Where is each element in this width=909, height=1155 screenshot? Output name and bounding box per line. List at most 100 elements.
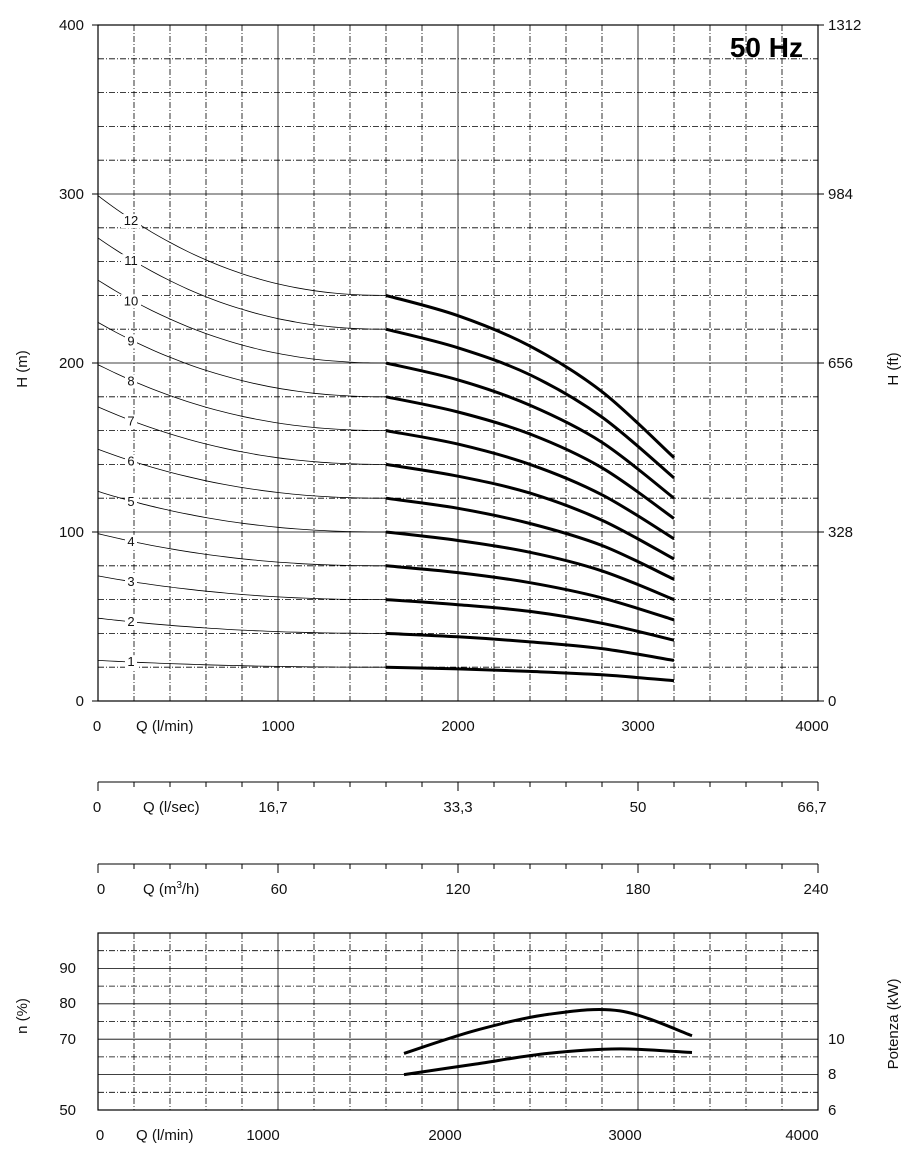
head-curve-label-3: 3 — [127, 574, 134, 589]
head-curve-4-extension — [97, 533, 387, 567]
head-curve-5-extension — [97, 491, 387, 533]
head-curve-label-bg — [125, 334, 137, 349]
m3h-tick-240: 240 — [803, 881, 828, 898]
power-y-tick-10: 10 — [828, 1031, 845, 1048]
lsec-tick-33-3: 33,3 — [443, 799, 472, 816]
head-curve-3 — [385, 598, 675, 642]
head-y-tick-300: 300 — [59, 186, 84, 203]
head-curve-label-7: 7 — [127, 414, 134, 429]
eff-x-tick-0: 0 — [96, 1127, 104, 1144]
head-curve-4 — [385, 564, 675, 622]
efficiency-power-curves — [403, 1007, 693, 1077]
head-curve-6 — [385, 496, 675, 581]
power-curve — [403, 1047, 693, 1077]
flow-m3h-axis: 0 Q (m3/h) 60 120 180 240 — [97, 863, 829, 898]
head-y-tick-400: 400 — [59, 17, 84, 34]
head-curve-2 — [385, 631, 675, 662]
efficiency-power-chart: 50 70 80 90 6 8 10 0 Q (l/min) 1000 2000… — [14, 932, 902, 1144]
m3h-tick-120: 120 — [445, 881, 470, 898]
head-curve-label-bg — [125, 414, 137, 429]
head-curve-label-8: 8 — [127, 373, 134, 388]
head-curve-12 — [385, 293, 676, 459]
head-curve-label-bg — [121, 214, 141, 229]
head-curve-label-5: 5 — [127, 494, 134, 509]
head-y-right-tick-1312: 1312 — [828, 17, 861, 34]
power-y-tick-8: 8 — [828, 1066, 836, 1083]
head-curve-11 — [385, 327, 675, 480]
head-curve-label-6: 6 — [127, 454, 134, 469]
flow-lsec-axis: 0 Q (l/sec) 16,7 33,3 50 66,7 — [93, 781, 827, 816]
frequency-label: 50 Hz — [730, 32, 803, 63]
head-plot-frame — [97, 24, 819, 702]
head-y-tick-100: 100 — [59, 524, 84, 541]
head-curve-label-bg — [121, 294, 141, 309]
head-curve-label-9: 9 — [127, 333, 134, 348]
head-curve-label-11: 11 — [124, 253, 138, 268]
eff-y-tick-90: 90 — [59, 960, 76, 977]
head-y-right-tick-328: 328 — [828, 524, 853, 541]
head-curve-9-extension — [97, 322, 387, 398]
lsec-tick-16-7: 16,7 — [258, 799, 287, 816]
efficiency-curve — [403, 1007, 693, 1055]
head-curve-label-12: 12 — [124, 213, 138, 228]
head-curves — [97, 195, 676, 683]
head-curve-label-bg — [125, 534, 137, 549]
head-y-right-tick-0: 0 — [828, 693, 836, 710]
m3h-tick-marks — [97, 864, 819, 873]
head-x-tick-1000: 1000 — [261, 718, 294, 735]
head-x-tick-2000: 2000 — [441, 718, 474, 735]
head-curve-7-extension — [97, 406, 387, 465]
head-y-right-tick-656: 656 — [828, 355, 853, 372]
lsec-tick-0: 0 — [93, 799, 101, 816]
power-y-axis-title: Potenza (kW) — [885, 979, 902, 1070]
head-curve-label-bg — [125, 655, 137, 670]
lsec-tick-50: 50 — [630, 799, 647, 816]
head-curve-10 — [385, 361, 675, 500]
head-curve-label-4: 4 — [127, 534, 134, 549]
lsec-axis-title: Q (l/sec) — [143, 799, 200, 816]
eff-x-tick-1000: 1000 — [246, 1127, 279, 1144]
head-curve-8-extension — [97, 364, 387, 431]
head-y-axis-title: H (m) — [14, 350, 31, 388]
m3h-tick-180: 180 — [625, 881, 650, 898]
head-curve-12-extension — [97, 195, 387, 296]
eff-x-tick-3000: 3000 — [608, 1127, 641, 1144]
head-x-axis-title: Q (l/min) — [136, 718, 194, 735]
eff-y-axis-title: n (%) — [14, 998, 31, 1034]
head-curve-label-bg — [125, 615, 137, 630]
m3h-tick-60: 60 — [271, 881, 288, 898]
head-curve-label-bg — [125, 374, 137, 389]
head-curve-7 — [385, 462, 675, 561]
m3h-axis-title-pre: Q (m — [143, 881, 176, 898]
lsec-tick-marks — [97, 782, 819, 791]
eff-x-tick-2000: 2000 — [428, 1127, 461, 1144]
head-y-tick-200: 200 — [59, 355, 84, 372]
head-curve-label-2: 2 — [127, 614, 134, 629]
m3h-axis-title-sup: 3 — [176, 880, 182, 891]
head-curve-6-extension — [97, 448, 387, 499]
lsec-tick-66-7: 66,7 — [797, 799, 826, 816]
head-curve-1-extension — [97, 660, 386, 668]
eff-y-tick-50: 50 — [59, 1102, 76, 1119]
eff-y-tick-70: 70 — [59, 1031, 76, 1048]
head-curve-11-extension — [97, 237, 387, 330]
head-grid — [92, 24, 824, 702]
m3h-axis-title-post: /h) — [182, 881, 200, 898]
head-curve-label-bg — [125, 574, 137, 589]
head-curve-1 — [385, 665, 675, 683]
head-curve-label-bg — [121, 254, 141, 269]
eff-x-axis-title: Q (l/min) — [136, 1127, 194, 1144]
eff-y-tick-80: 80 — [59, 995, 76, 1012]
head-x-tick-0: 0 — [93, 718, 101, 735]
head-curve-label-bg — [125, 454, 137, 469]
m3h-axis-title: Q (m3/h) — [143, 880, 199, 898]
head-curve-2-extension — [97, 617, 386, 634]
m3h-tick-0: 0 — [97, 881, 105, 898]
efficiency-grid — [98, 933, 818, 1110]
head-y-tick-0: 0 — [76, 693, 84, 710]
efficiency-plot-frame — [97, 932, 819, 1111]
head-x-tick-4000: 4000 — [795, 718, 828, 735]
head-curve-label-10: 10 — [124, 293, 138, 308]
